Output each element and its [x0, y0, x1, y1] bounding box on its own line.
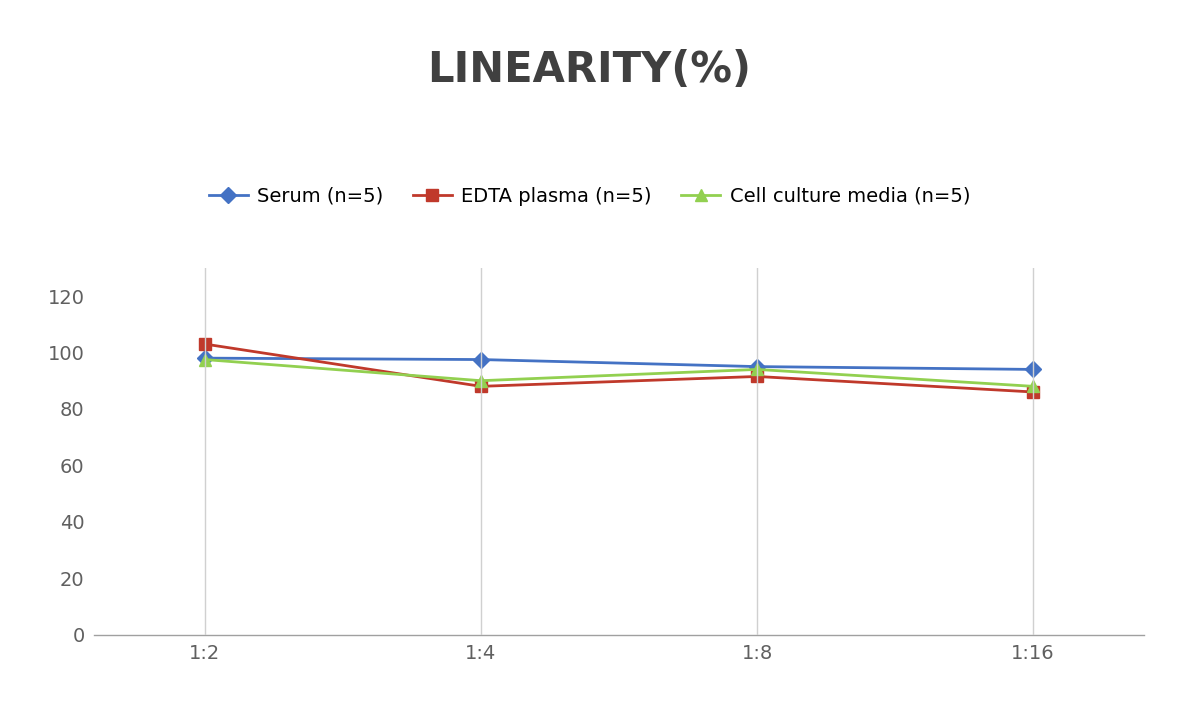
EDTA plasma (n=5) [1026, 388, 1040, 396]
Cell culture media (n=5) [750, 365, 764, 374]
Serum (n=5) [474, 355, 488, 364]
EDTA plasma (n=5) [750, 372, 764, 381]
EDTA plasma (n=5) [198, 340, 212, 348]
Cell culture media (n=5) [198, 355, 212, 364]
Serum (n=5) [750, 362, 764, 371]
Cell culture media (n=5) [474, 376, 488, 385]
Line: Serum (n=5): Serum (n=5) [199, 352, 1039, 375]
EDTA plasma (n=5) [474, 382, 488, 391]
Text: LINEARITY(%): LINEARITY(%) [428, 49, 751, 92]
Serum (n=5) [1026, 365, 1040, 374]
Legend: Serum (n=5), EDTA plasma (n=5), Cell culture media (n=5): Serum (n=5), EDTA plasma (n=5), Cell cul… [200, 179, 979, 214]
Line: Cell culture media (n=5): Cell culture media (n=5) [199, 354, 1039, 392]
Serum (n=5) [198, 354, 212, 362]
Cell culture media (n=5) [1026, 382, 1040, 391]
Line: EDTA plasma (n=5): EDTA plasma (n=5) [199, 338, 1039, 398]
